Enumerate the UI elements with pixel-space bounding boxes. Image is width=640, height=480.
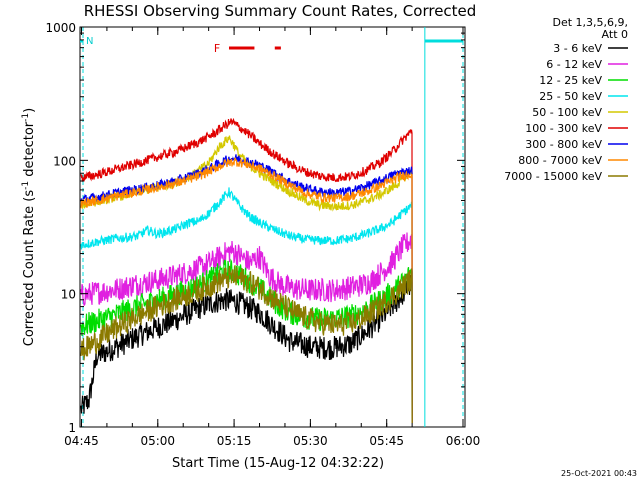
x-tick-label: 05:30 [293, 434, 328, 448]
series-line-1 [80, 232, 413, 424]
legend-label: 6 - 12 keV [546, 58, 602, 71]
y-axis-label-sup-1: -1 [21, 181, 31, 190]
legend-label: 25 - 50 keV [539, 90, 602, 103]
series-line-5 [80, 117, 413, 424]
x-axis-label: Start Time (15-Aug-12 04:32:22) [172, 456, 384, 471]
legend-label: 300 - 800 keV [525, 138, 602, 151]
legend-label: 100 - 300 keV [525, 122, 602, 135]
legend-header-attenuator: Att 0 [602, 28, 628, 41]
x-tick-label: 05:15 [217, 434, 252, 448]
y-axis-label: Corrected Count Rate (s-1 detector-1) [21, 108, 37, 346]
x-tick-label: 06:00 [446, 434, 481, 448]
x-tick-label: 05:00 [140, 434, 175, 448]
y-axis-label-end: ) [22, 108, 37, 113]
y-tick-label: 1000 [45, 21, 76, 35]
series-line-3 [80, 187, 413, 424]
chart-title: RHESSI Observing Summary Count Rates, Co… [84, 2, 477, 20]
y-axis-label-sup-2: -1 [21, 113, 31, 122]
x-axis: 04:45 05:00 05:15 05:30 05:45 06:00 [64, 27, 480, 448]
y-tick-label: 1 [68, 421, 76, 435]
x-tick-label: 04:45 [64, 434, 99, 448]
legend-label: 7000 - 15000 keV [504, 170, 602, 183]
y-tick-label: 10 [61, 288, 76, 302]
y-axis-label-mid: detector [22, 121, 37, 181]
series-line-8 [80, 265, 413, 424]
series-layer [80, 117, 413, 424]
legend-label: 50 - 100 keV [532, 106, 602, 119]
legend-label: 800 - 7000 keV [518, 154, 602, 167]
footer-timestamp: 25-Oct-2021 00:43 [561, 469, 637, 478]
legend-label: 12 - 25 keV [539, 74, 602, 87]
y-axis: 1 10 100 1000 [45, 21, 465, 435]
series-line-7 [80, 156, 413, 424]
annotations-layer [80, 27, 464, 427]
series-line-6 [80, 154, 413, 424]
y-axis-label-main: Corrected Count Rate (s [22, 190, 37, 347]
plot-frame [79, 26, 466, 428]
series-line-0 [80, 274, 413, 424]
legend: 3 - 6 keV 6 - 12 keV 12 - 25 keV 25 - 50 ke… [504, 42, 628, 183]
x-tick-label: 05:45 [369, 434, 404, 448]
flare-label: F [214, 42, 220, 55]
y-tick-label: 100 [53, 154, 76, 168]
legend-label: 3 - 6 keV [553, 42, 602, 55]
night-label: N [86, 36, 93, 47]
legend-header-detectors: Det 1,3,5,6,9, [552, 16, 628, 29]
